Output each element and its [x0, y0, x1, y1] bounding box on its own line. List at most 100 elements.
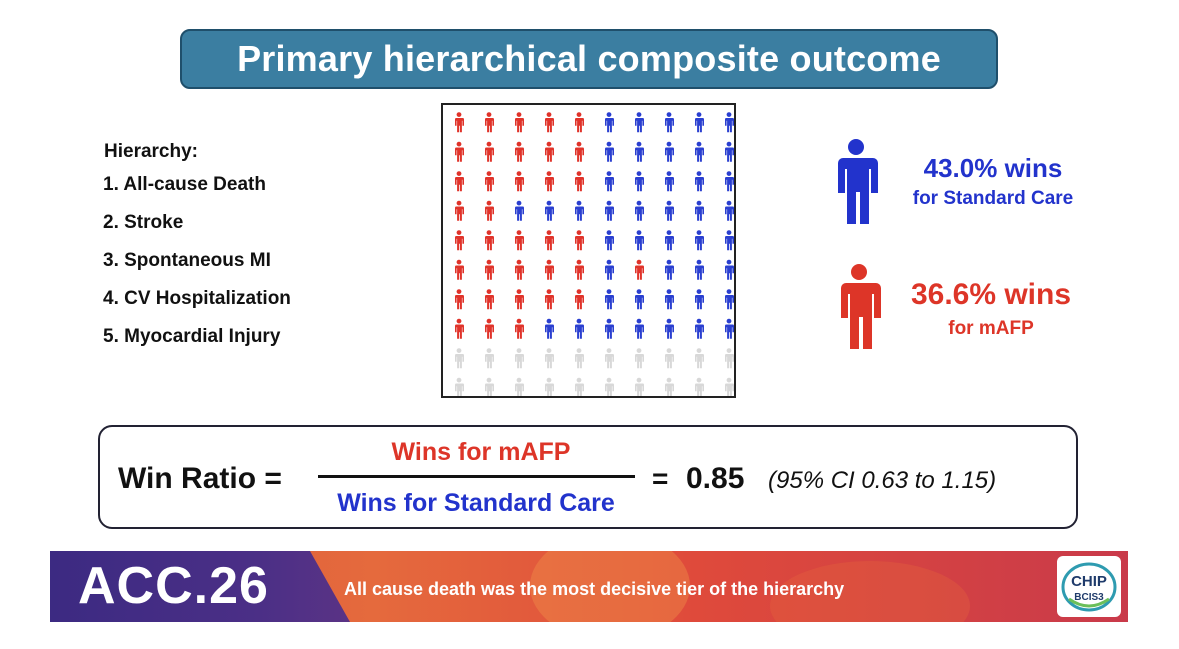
fraction-line [318, 475, 635, 478]
person-icon [724, 377, 734, 396]
footer-message: All cause death was the most decisive ti… [344, 579, 845, 599]
person-icon [485, 289, 494, 310]
person-icon [455, 259, 464, 280]
person-icon [485, 259, 494, 280]
person-icon [605, 230, 614, 251]
person-icon [575, 289, 584, 310]
mafp-stat: 36.6% wins for mAFP [896, 278, 1086, 340]
person-icon [695, 112, 704, 133]
person-icon [665, 171, 674, 192]
person-icon [575, 200, 584, 221]
title-banner: Primary hierarchical composite outcome [180, 29, 998, 89]
person-icon [545, 112, 554, 133]
person-icon [605, 200, 614, 221]
person-icon [514, 377, 524, 396]
person-icon [485, 171, 494, 192]
person-icon [575, 230, 584, 251]
person-icon [515, 230, 524, 251]
person-icon [635, 141, 644, 162]
person-icon [455, 289, 464, 310]
person-icon [515, 348, 524, 369]
page-title: Primary hierarchical composite outcome [237, 38, 941, 79]
person-icon [635, 348, 644, 369]
person-icon [605, 141, 614, 162]
person-icon [665, 141, 674, 162]
person-icon [575, 259, 584, 280]
person-icon [545, 348, 554, 369]
person-icon [695, 259, 704, 280]
person-icon [664, 377, 674, 396]
footer-left-band [50, 551, 350, 622]
person-icon [455, 230, 464, 251]
person-icon [544, 377, 554, 396]
hierarchy-list: Hierarchy: 1. All-cause Death 2. Stroke … [103, 141, 291, 365]
person-icon [605, 259, 614, 280]
person-icon [575, 112, 584, 133]
person-icon [605, 318, 614, 339]
person-icon [665, 289, 674, 310]
mafp-label: for mAFP [948, 318, 1034, 339]
person-icon [515, 141, 524, 162]
conference-logo-text: ACC.26 [78, 557, 269, 615]
equals-sign: = [652, 463, 669, 494]
standard-care-percent: 43.0% wins [923, 153, 1063, 183]
standard-care-stat: 43.0% wins for Standard Care [898, 153, 1088, 210]
person-icon [725, 289, 734, 310]
person-icon [575, 141, 584, 162]
person-icon [605, 348, 614, 369]
person-icon [455, 171, 464, 192]
person-icon [725, 318, 734, 339]
person-icon [695, 348, 704, 369]
person-icon [635, 171, 644, 192]
footer-banner: ACC.26 All cause death was the most deci… [50, 551, 1128, 622]
person-icon [485, 318, 494, 339]
logo-line2: BCIS3 [1074, 592, 1104, 603]
person-icon [725, 200, 734, 221]
person-icon [634, 377, 644, 396]
person-icon [694, 377, 704, 396]
fraction-denominator: Wins for Standard Care [337, 489, 615, 517]
person-icon [635, 112, 644, 133]
person-icon [455, 141, 464, 162]
win-ratio-label: Win Ratio = [118, 462, 282, 495]
person-icon [665, 112, 674, 133]
person-icon [725, 112, 734, 133]
hierarchy-item: 3. Spontaneous MI [103, 250, 271, 271]
confidence-interval: (95% CI 0.63 to 1.15) [768, 467, 997, 494]
person-icon [485, 141, 494, 162]
footer-decoration [530, 551, 690, 622]
person-icon [575, 348, 584, 369]
person-icon [515, 259, 524, 280]
person-icon [455, 348, 464, 369]
person-icon [574, 377, 584, 396]
person-icon [515, 289, 524, 310]
hierarchy-item: 4. CV Hospitalization [103, 288, 291, 309]
person-icon [545, 289, 554, 310]
fraction-numerator: Wins for mAFP [391, 438, 571, 466]
person-icon [665, 348, 674, 369]
person-icon [515, 318, 524, 339]
person-icon [725, 171, 734, 192]
person-icon [575, 171, 584, 192]
person-icon [695, 289, 704, 310]
person-icon [485, 112, 494, 133]
person-icon [454, 377, 464, 396]
chip-logo-icon: CHIP BCIS3 [1061, 562, 1117, 611]
person-icon [605, 171, 614, 192]
person-icon [545, 200, 554, 221]
person-icon [515, 200, 524, 221]
standard-care-label: for Standard Care [912, 188, 1074, 209]
logo-line1: CHIP [1071, 573, 1107, 590]
mafp-percent: 36.6% wins [910, 278, 1072, 311]
win-ratio-value: 0.85 [686, 462, 745, 495]
person-icon [455, 318, 464, 339]
person-icon [665, 230, 674, 251]
person-icon [695, 141, 704, 162]
person-icon [695, 230, 704, 251]
person-icon [605, 289, 614, 310]
person-icon [725, 141, 734, 162]
person-icon [635, 318, 644, 339]
person-icon [484, 377, 494, 396]
person-icon [635, 230, 644, 251]
person-icon [485, 348, 494, 369]
